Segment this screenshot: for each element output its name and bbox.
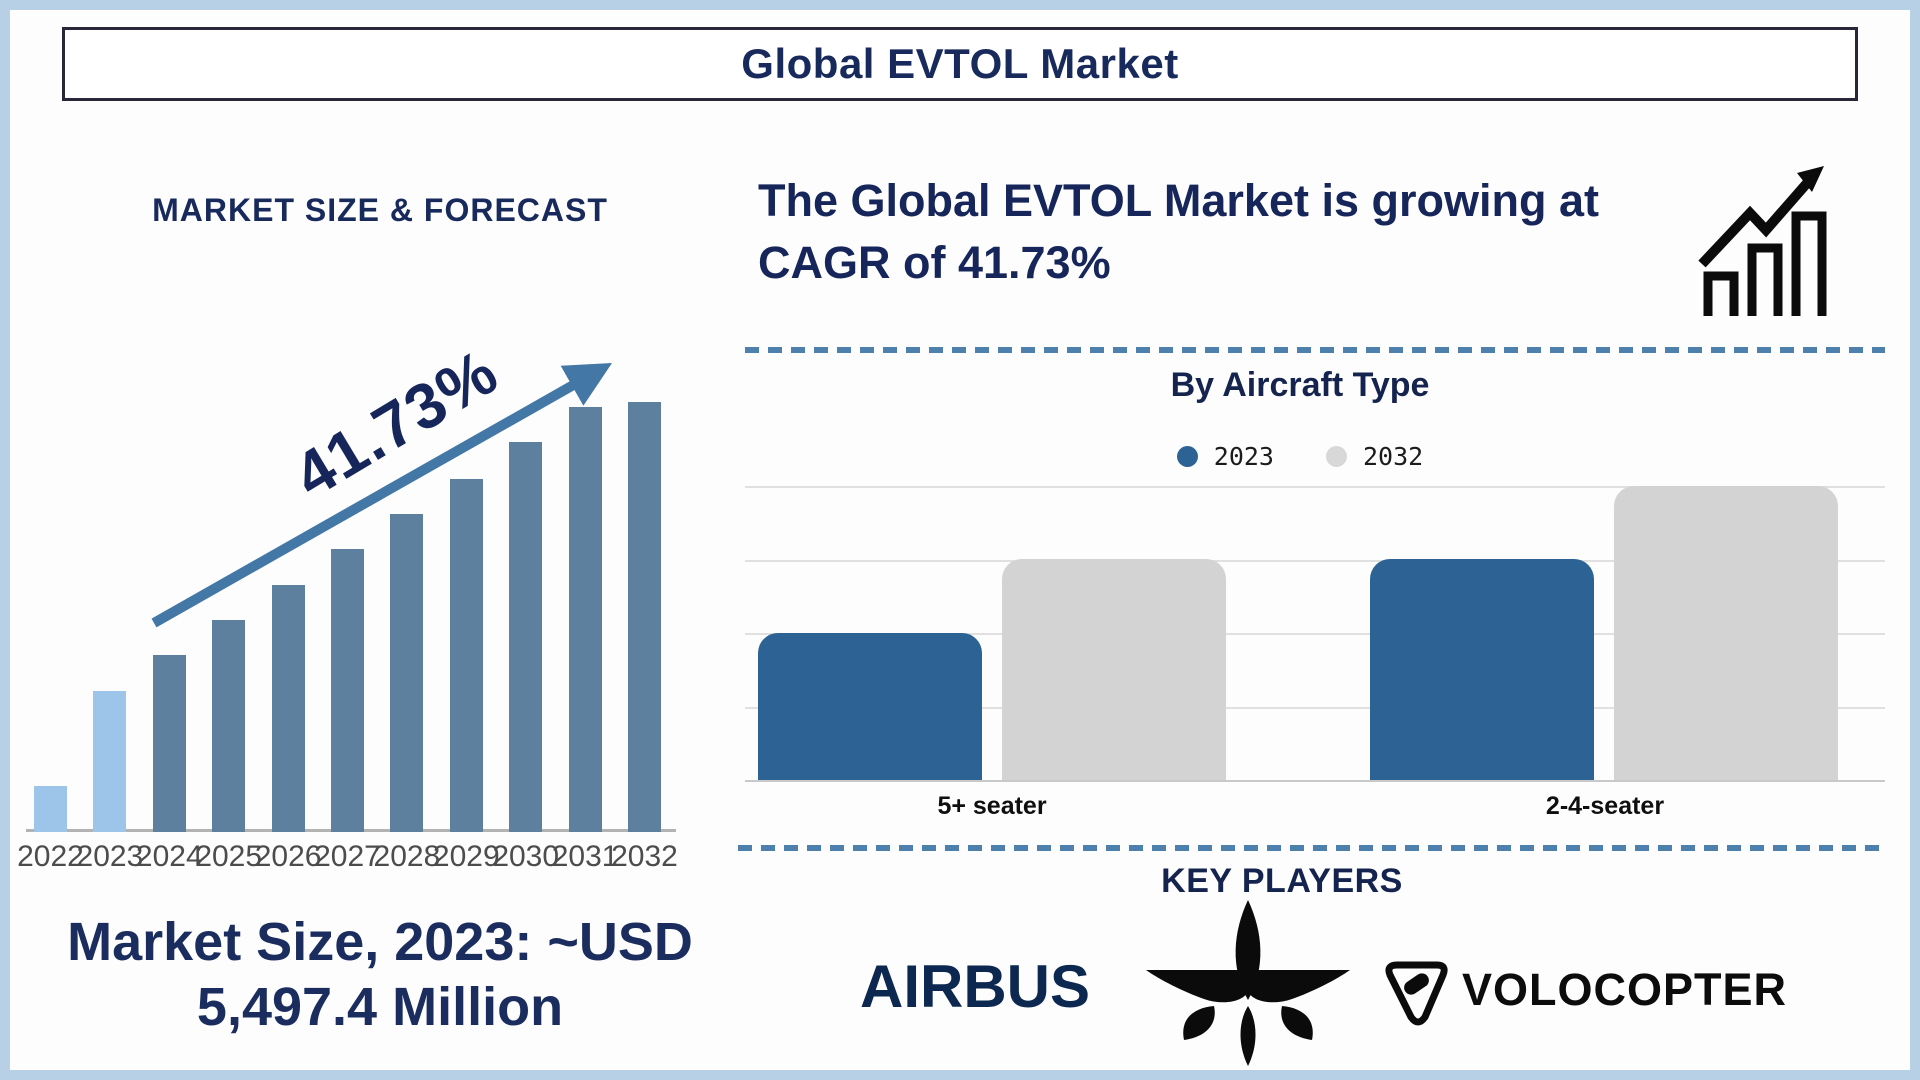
forecast-bar-2022: [34, 786, 67, 832]
volocopter-logo-icon: [1385, 961, 1448, 1026]
gridline: [745, 633, 1885, 635]
forecast-bar-2023: [93, 691, 127, 832]
legend-item-2032: 2032: [1326, 442, 1423, 471]
aircraft-type-plot: 5+ seater 2-4-seater: [745, 480, 1885, 840]
legend-dot-2032: [1326, 446, 1347, 467]
market-size-caption-line1: Market Size, 2023: ~USD: [67, 912, 693, 972]
year-label-2027: 2027: [314, 840, 381, 873]
page-title: Global EVTOL Market: [741, 40, 1179, 87]
forecast-bar-2025: [212, 620, 246, 832]
dashed-divider-top: [745, 347, 1885, 353]
year-label-2022: 2022: [17, 840, 84, 873]
forecast-bar-2027: [331, 549, 364, 832]
forecast-bar-2030: [509, 442, 543, 832]
aircraft-type-heading: By Aircraft Type: [1170, 366, 1430, 404]
lilium-logo-icon: [1146, 900, 1350, 1066]
forecast-bar-2024: [152, 655, 186, 832]
market-forecast-heading: MARKET SIZE & FORECAST: [152, 192, 608, 228]
category-label-5+ seater: 5+ seater: [937, 792, 1047, 820]
title-box: Global EVTOL Market: [62, 27, 1858, 101]
cagr-statement-line1: The Global EVTOL Market is growing at: [758, 175, 1599, 226]
forecast-bar-2032: [628, 402, 661, 832]
year-label-2024: 2024: [135, 840, 203, 873]
year-label-2030: 2030: [492, 840, 560, 873]
gridline: [745, 706, 1885, 709]
forecast-bar-2029: [449, 479, 483, 832]
growth-chart-icon: [1698, 166, 1827, 316]
dashed-divider-bottom: [738, 845, 1882, 851]
year-label-2032: 2032: [611, 840, 678, 873]
gridline: [745, 486, 1885, 488]
year-label-2028: 2028: [373, 840, 441, 873]
cagr-statement: The Global EVTOL Market is growing at CA…: [758, 170, 1678, 294]
market-size-caption-line2: 5,497.4 Million: [196, 976, 564, 1037]
legend-dot-2023: [1176, 446, 1198, 467]
infographic-canvas: Global EVTOL Market MARKET SIZE & FORECA…: [10, 10, 1910, 1070]
year-label-2026: 2026: [254, 840, 322, 873]
gridline: [745, 780, 1885, 782]
legend-item-2023: 2023: [1176, 442, 1274, 471]
aircraft-bar-2032-5+ seater: [1002, 559, 1226, 780]
cagr-statement-line2: CAGR of 41.73%: [758, 237, 1111, 289]
year-label-2031: 2031: [551, 840, 619, 873]
growth-arrow: [151, 363, 613, 628]
category-label-2-4-seater: 2-4-seater: [1545, 792, 1665, 820]
forecast-bar-2026: [271, 585, 305, 832]
key-players-heading: KEY PLAYERS: [1161, 862, 1403, 900]
aircraft-bar-2032-2-4-seater: [1614, 486, 1838, 780]
market-size-caption: Market Size, 2023: ~USD 5,497.4 Million: [40, 910, 720, 1040]
year-label-2029: 2029: [432, 840, 500, 873]
airbus-logo: AIRBUS: [860, 953, 1091, 1020]
gridline: [745, 559, 1885, 562]
volocopter-wordmark: VOLOCOPTER: [1462, 964, 1788, 1015]
market-forecast-chart: 2022 2023 2024 2025 2026 2027 2028 2029 2030 2031…: [17, 335, 700, 888]
aircraft-type-legend: 2023 2032: [1050, 442, 1550, 471]
forecast-bar-2031: [568, 407, 602, 832]
legend-label-2032: 2032: [1363, 442, 1424, 471]
aircraft-bar-2023-5+ seater: [758, 633, 982, 780]
year-label-2023: 2023: [76, 840, 144, 873]
aircraft-bar-2023-2-4-seater: [1370, 559, 1594, 780]
year-label-2025: 2025: [195, 840, 263, 873]
legend-label-2023: 2023: [1213, 442, 1274, 471]
forecast-bar-2028: [390, 514, 424, 832]
